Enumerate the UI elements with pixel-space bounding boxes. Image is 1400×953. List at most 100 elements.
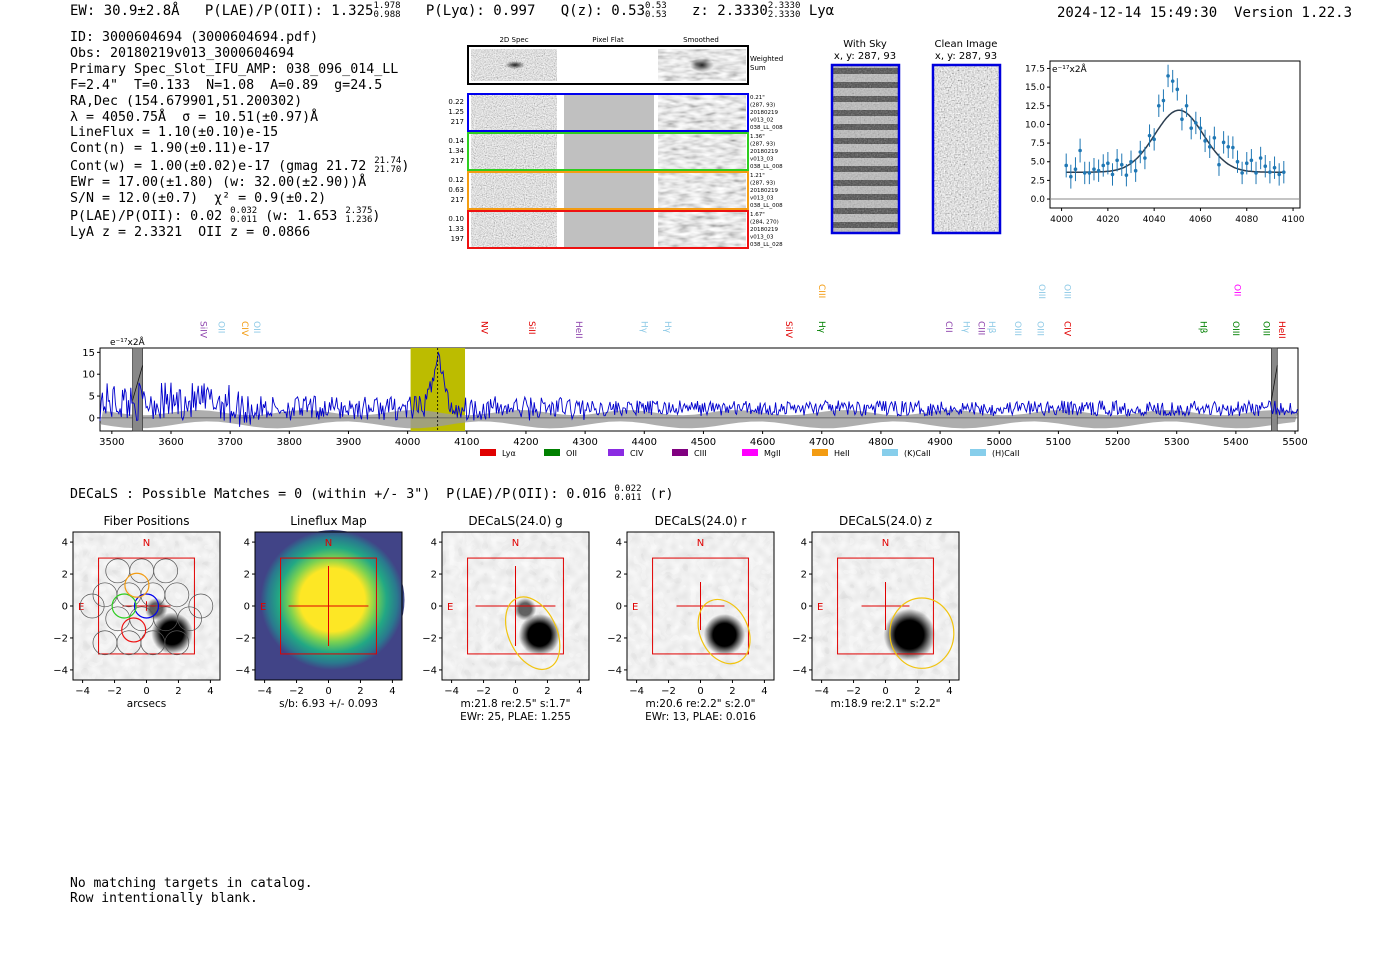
image-xtick-label: −2 bbox=[476, 686, 491, 697]
zoom-ytick-label: 5.0 bbox=[1031, 158, 1046, 168]
zoom-data-point bbox=[1240, 171, 1244, 175]
fiber-circle bbox=[164, 630, 190, 656]
lineflux-map bbox=[260, 530, 405, 670]
line-id: Lyα bbox=[808, 3, 835, 19]
spectrum-line-name: HeII bbox=[1276, 321, 1286, 339]
imaging-panel: DECaLS(24.0) z N E −4 −4 −2 −2 0 0 2 2 4 4 m:18.9 re:… bbox=[792, 514, 960, 710]
legend-label: MgII bbox=[764, 449, 781, 458]
zoom-ytick-label: 0.0 bbox=[1031, 195, 1046, 205]
cutout-right-label: 20180219 bbox=[750, 149, 778, 155]
fiber-circle bbox=[164, 582, 190, 608]
zoom-data-point bbox=[1254, 171, 1258, 175]
clean-image-coords: x, y: 287, 93 bbox=[935, 51, 997, 62]
imaging-panels: Fiber Positions N E −4 −4 −2 −2 0 0 2 2 4 4 arcsecs Li… bbox=[53, 514, 960, 723]
zoom-data-point bbox=[1106, 161, 1110, 166]
zoom-xtick-label: 4080 bbox=[1235, 215, 1258, 225]
spectrum-xtick-label: 3500 bbox=[99, 437, 124, 448]
zoom-data-point bbox=[1147, 133, 1152, 138]
selected-fiber-circle bbox=[121, 617, 147, 643]
zoom-data-point bbox=[1087, 171, 1092, 175]
image-ytick-label: −4 bbox=[422, 665, 437, 676]
cutout-smoothed bbox=[658, 211, 746, 247]
spectrum-ytick-label: 5 bbox=[89, 392, 95, 403]
spectrum-line-label: HeII bbox=[573, 321, 583, 339]
spectrum-xtick-label: 5000 bbox=[987, 437, 1012, 448]
image-xtick-label: 0 bbox=[325, 686, 331, 697]
compass-east: E bbox=[78, 602, 84, 613]
spectrum-line-label: SiIV bbox=[783, 321, 793, 339]
zoom-data-point bbox=[1180, 117, 1184, 122]
cutout-frame bbox=[467, 210, 749, 249]
spectrum-xtick-label: 5300 bbox=[1164, 437, 1189, 448]
panel-caption-2: EWr: 13, PLAE: 0.016 bbox=[645, 711, 756, 723]
cutout-left-label: 217 bbox=[451, 196, 464, 204]
zoom-xtick-label: 4100 bbox=[1282, 215, 1305, 225]
header-right: 2024-12-14 15:49:30 Version 1.22.3 bbox=[1057, 5, 1352, 21]
spectrum-xtick-label: 4000 bbox=[395, 437, 420, 448]
zoom-data-point bbox=[1096, 168, 1101, 173]
cutout-2dspec bbox=[471, 211, 557, 247]
cutout-left-label: 1.25 bbox=[448, 108, 464, 116]
cutout-right-label: 038_LL_008 bbox=[750, 164, 783, 170]
meta-ewr: EWr = 17.00(±1.80) (w: 32.00(±2.90))Å bbox=[70, 175, 367, 191]
spectrum-xtick-label: 5400 bbox=[1223, 437, 1248, 448]
image-ytick-label: 4 bbox=[62, 538, 68, 549]
zoom-data-point bbox=[1133, 168, 1138, 173]
weighted-label-2: Sum bbox=[750, 64, 766, 72]
clean-image bbox=[931, 63, 1002, 235]
image-xtick-label: 0 bbox=[697, 686, 703, 697]
legend-swatch bbox=[742, 449, 758, 456]
spectrum-xtick-label: 3700 bbox=[217, 437, 242, 448]
spectrum-line-name: CIII bbox=[976, 321, 986, 335]
zoom-data-point bbox=[1198, 126, 1203, 130]
image-xtick-label: 4 bbox=[207, 686, 213, 697]
spectrum-xtick-label: 4600 bbox=[750, 437, 775, 448]
spectrum-legend: Lyα OII CIV CIII MgII HeII (K)CaII (H)CaII bbox=[480, 449, 1019, 458]
cutout-right-label: 1.67" bbox=[750, 212, 765, 218]
spectrum-line-name: Hγ bbox=[816, 321, 826, 334]
ew-value: EW: 30.9±2.8Å bbox=[70, 3, 180, 19]
spectrum-line-label: SiIV bbox=[198, 321, 208, 339]
image-xtick-label: 2 bbox=[544, 686, 550, 697]
spectrum-ytick-label: 0 bbox=[89, 413, 95, 424]
zoom-data-point bbox=[1115, 158, 1119, 163]
spectrum-line-label: HeII bbox=[1276, 321, 1286, 339]
selected-fiber-circle bbox=[124, 572, 150, 598]
meta-obs: Obs: 20180219v013_3000604694 bbox=[70, 45, 295, 61]
zoom-xtick-label: 4020 bbox=[1096, 215, 1119, 225]
meta-contn: Cont(n) = 1.90(±0.11)e-17 bbox=[70, 141, 271, 157]
line-fit-chart: 0.0 2.5 5.0 7.5 10.0 12.5 15.0 17.5 4000 4020 4040… bbox=[1025, 60, 1305, 225]
zoom-data-point bbox=[1064, 163, 1069, 168]
spectrum-line-label: CIV bbox=[1061, 321, 1071, 337]
spectrum-line-label: OIII bbox=[1261, 321, 1271, 336]
spectrum-line-name: HeII bbox=[573, 321, 583, 339]
cutout-right-label: v013_03 bbox=[750, 157, 774, 163]
spectrum-line-label: CII bbox=[943, 321, 953, 333]
header-summary: EW: 30.9±2.8Å P(LAE)/P(OII): 1.3251.978 0… bbox=[70, 2, 834, 20]
zoom-data-point bbox=[1078, 148, 1082, 153]
spectrum-xtick-label: 4400 bbox=[632, 437, 657, 448]
image-xtick-label: 2 bbox=[175, 686, 181, 697]
zoom-data-point bbox=[1101, 163, 1106, 168]
spectrum-line-name: OIII bbox=[1261, 321, 1271, 336]
spectrum-line-name: CIII bbox=[816, 284, 826, 298]
meta-id: ID: 3000604694 (3000604694.pdf) bbox=[70, 30, 319, 45]
compass-north: N bbox=[143, 538, 150, 549]
source-blob bbox=[703, 613, 746, 656]
spectrum-line-label: CIII bbox=[816, 284, 826, 298]
spectrum-masked-hatch bbox=[1270, 365, 1278, 401]
aperture-box bbox=[837, 557, 934, 655]
morphology-ellipse bbox=[889, 597, 955, 669]
timestamp: 2024-12-14 15:49:30 bbox=[1057, 5, 1218, 21]
cutout-pixelflat bbox=[564, 133, 654, 169]
spectrum-xtick-label: 5100 bbox=[1046, 437, 1071, 448]
source-blob bbox=[151, 612, 193, 654]
with-sky-title: With Sky bbox=[843, 39, 887, 50]
zoom-data-point bbox=[1166, 74, 1170, 78]
legend-label: CIII bbox=[694, 449, 707, 458]
image-ytick-label: −4 bbox=[235, 665, 250, 676]
legend-label: (H)CaII bbox=[992, 449, 1019, 458]
full-spectrum-chart: 0 5 10 15 3500 3600 3700 3800 3900 4000 4100 4200 43… bbox=[82, 284, 1308, 458]
cutout-right-label: (284, 270) bbox=[750, 220, 779, 226]
meta-contw: Cont(w) = 1.00(±0.02)e-17 (gmag 21.72 21… bbox=[70, 156, 410, 176]
